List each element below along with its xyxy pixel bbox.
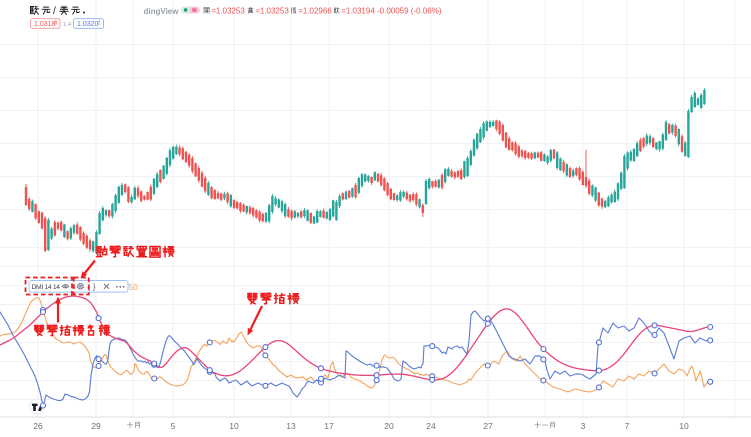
- svg-text:=1.03253: =1.03253: [255, 7, 289, 16]
- svg-text:1.4: 1.4: [63, 22, 72, 28]
- svg-text:{ }: { }: [88, 282, 96, 292]
- svg-text:8: 8: [55, 21, 58, 27]
- svg-text:13: 13: [286, 421, 296, 431]
- svg-text:1.0318: 1.0318: [34, 21, 56, 28]
- svg-text:-0.00059 (-0.06%): -0.00059 (-0.06%): [377, 7, 442, 16]
- svg-text:DMI 14 14: DMI 14 14: [32, 284, 61, 291]
- svg-text:=1.03253: =1.03253: [211, 7, 245, 16]
- svg-text:=1.03194: =1.03194: [341, 7, 375, 16]
- svg-text:10: 10: [229, 421, 239, 431]
- svg-text:10: 10: [679, 421, 689, 431]
- svg-text:27: 27: [483, 421, 493, 431]
- svg-text:2: 2: [98, 21, 101, 27]
- svg-text:dingView: dingView: [144, 7, 180, 16]
- svg-text:50: 50: [129, 283, 138, 292]
- svg-text:3: 3: [581, 421, 586, 431]
- svg-text:26: 26: [33, 421, 43, 431]
- svg-text:7: 7: [625, 421, 630, 431]
- svg-text:17: 17: [324, 421, 334, 431]
- svg-text:20: 20: [384, 421, 394, 431]
- svg-text:=1.02966: =1.02966: [298, 7, 332, 16]
- svg-text:1.0320: 1.0320: [77, 21, 99, 28]
- svg-text:/: /: [53, 6, 56, 17]
- svg-text:5: 5: [171, 421, 176, 431]
- svg-text:24: 24: [426, 421, 436, 431]
- svg-text:29: 29: [91, 421, 101, 431]
